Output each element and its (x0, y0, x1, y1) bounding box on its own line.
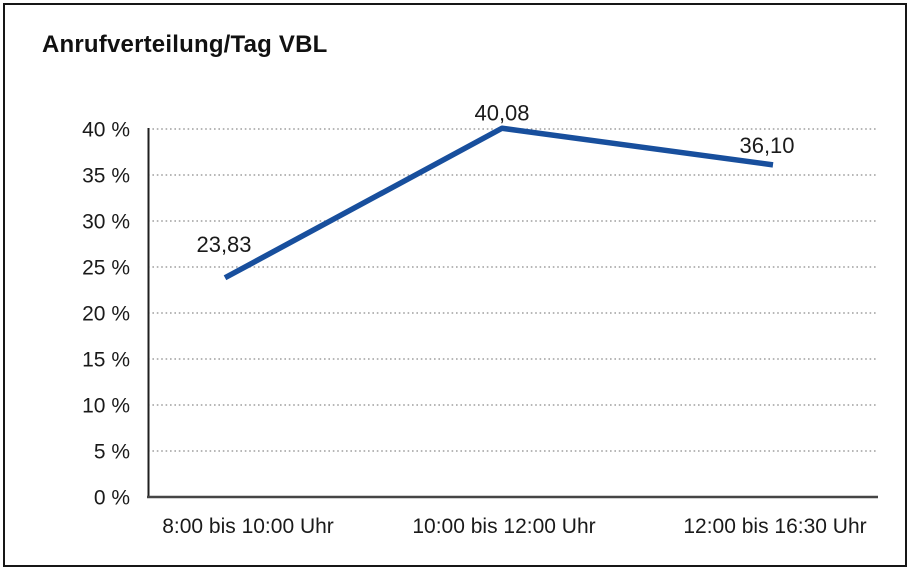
chart-frame: Anrufverteilung/Tag VBL 0 % 5 % 10 % 15 % 20… (3, 3, 907, 567)
data-point-label: 36,10 (739, 133, 794, 158)
y-axis-tick-label: 20 % (82, 303, 130, 326)
series-line (223, 125, 774, 281)
y-axis-tick-label: 0 % (94, 487, 130, 510)
y-axis-tick-label: 10 % (82, 395, 130, 418)
y-axis-tick-label: 35 % (82, 165, 130, 188)
y-axis-tick-label: 5 % (94, 441, 130, 464)
y-axis-tick-label: 30 % (82, 211, 130, 234)
data-point-label: 40,08 (474, 100, 529, 125)
line-chart: 0 % 5 % 10 % 15 % 20 % 25 % 30 % 35 % 40 % 8:00 b… (82, 100, 878, 538)
chart-title: Anrufverteilung/Tag VBL (42, 31, 328, 58)
y-axis-tick-label: 25 % (82, 257, 130, 280)
x-axis-category-label: 8:00 bis 10:00 Uhr (162, 515, 334, 538)
x-axis-category-label: 10:00 bis 12:00 Uhr (412, 515, 595, 538)
x-axis-category-label: 12:00 bis 16:30 Uhr (683, 515, 866, 538)
y-axis-tick-label: 40 % (82, 119, 130, 142)
y-axis-tick-label: 15 % (82, 349, 130, 372)
data-point-label: 23,83 (196, 232, 251, 257)
